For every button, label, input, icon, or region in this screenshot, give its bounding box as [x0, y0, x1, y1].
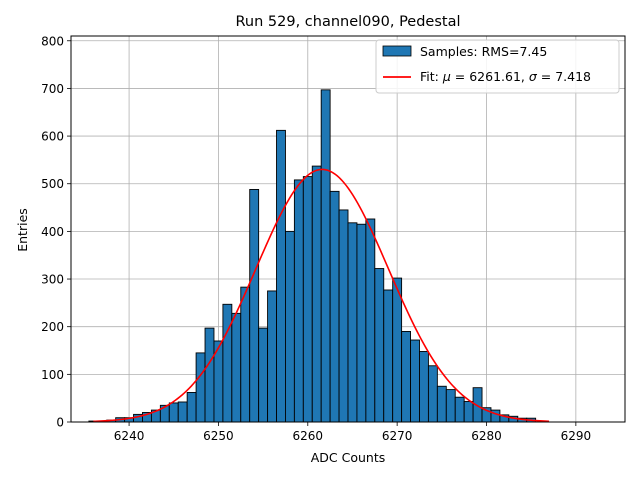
y-tick-label: 500: [41, 177, 64, 191]
histogram-bar: [240, 286, 251, 423]
y-tick-label: 700: [41, 82, 64, 96]
legend-box: [375, 39, 620, 94]
x-tick-label: 6240: [114, 429, 145, 443]
histogram-bar: [285, 230, 295, 423]
histogram-bar: [293, 179, 304, 423]
histogram-bar: [195, 352, 206, 423]
x-axis-label: ADC Counts: [311, 450, 386, 465]
histogram-bar: [419, 351, 429, 423]
histogram-bar: [356, 223, 367, 423]
y-tick-label: 600: [41, 130, 64, 144]
y-tick-label: 200: [41, 320, 64, 334]
y-axis-ticks: 0 100 200 300 400 500 600 700 800: [41, 34, 71, 430]
histogram-bar: [427, 365, 438, 423]
histogram-bar: [445, 389, 456, 423]
histogram-bar: [222, 303, 233, 423]
y-tick-label: 400: [41, 225, 64, 239]
histogram-bar: [454, 396, 465, 423]
histogram-bar: [401, 331, 411, 423]
y-axis-label: Entries: [15, 208, 30, 252]
histogram-bar: [392, 277, 403, 423]
y-tick-label: 0: [56, 416, 64, 430]
plot-frame: [70, 35, 626, 423]
histogram-bar: [276, 129, 286, 423]
histogram-bar: [177, 401, 188, 423]
histogram-bar: [231, 312, 242, 423]
legend-fit-sigma-value: = 7.418: [537, 69, 591, 84]
histogram-bar: [347, 222, 358, 423]
histogram-bar: [311, 165, 322, 423]
histogram-bar: [249, 188, 260, 423]
histogram-bar: [463, 401, 474, 423]
histogram-bar: [365, 218, 376, 423]
histogram-bar: [204, 327, 215, 423]
legend-fit-mu-symbol: μ: [442, 69, 451, 84]
y-tick-label: 300: [41, 273, 64, 287]
histogram-bar: [338, 209, 349, 423]
histogram-bar: [329, 190, 340, 423]
histogram-bar: [320, 89, 331, 423]
x-axis-ticks: 6240 6250 6260 6270 6280 6290: [114, 422, 591, 443]
x-tick-label: 6290: [561, 429, 592, 443]
histogram-bar: [168, 402, 179, 423]
legend-fit-mu-value: = 6261.61,: [451, 69, 529, 84]
x-tick-label: 6270: [382, 429, 413, 443]
y-tick-label: 100: [41, 368, 64, 382]
y-tick-label: 800: [41, 34, 64, 48]
histogram-bar: [258, 327, 269, 423]
legend-fit-sigma-symbol: σ: [529, 69, 538, 84]
histogram-bar: [186, 392, 197, 423]
histogram-bar: [410, 339, 420, 423]
legend-samples-swatch: [382, 45, 412, 57]
fit-curve: [93, 168, 550, 423]
histogram-bar: [383, 289, 394, 423]
histogram-bar: [267, 290, 277, 423]
chart-title: Run 529, channel090, Pedestal: [235, 14, 460, 30]
histogram-bar: [374, 268, 385, 423]
legend-samples-label: Samples: RMS=7.45: [420, 44, 547, 59]
x-tick-label: 6250: [203, 429, 234, 443]
histogram-bar: [302, 176, 313, 423]
x-tick-label: 6260: [293, 429, 324, 443]
legend: Samples: RMS=7.45 Fit: μ = 6261.61, σ = …: [375, 39, 620, 94]
legend-fit-prefix: Fit:: [420, 69, 443, 84]
x-tick-label: 6280: [471, 429, 502, 443]
histogram-bar: [436, 385, 447, 423]
legend-fit-label: Fit: μ = 6261.61, σ = 7.418: [420, 69, 591, 84]
